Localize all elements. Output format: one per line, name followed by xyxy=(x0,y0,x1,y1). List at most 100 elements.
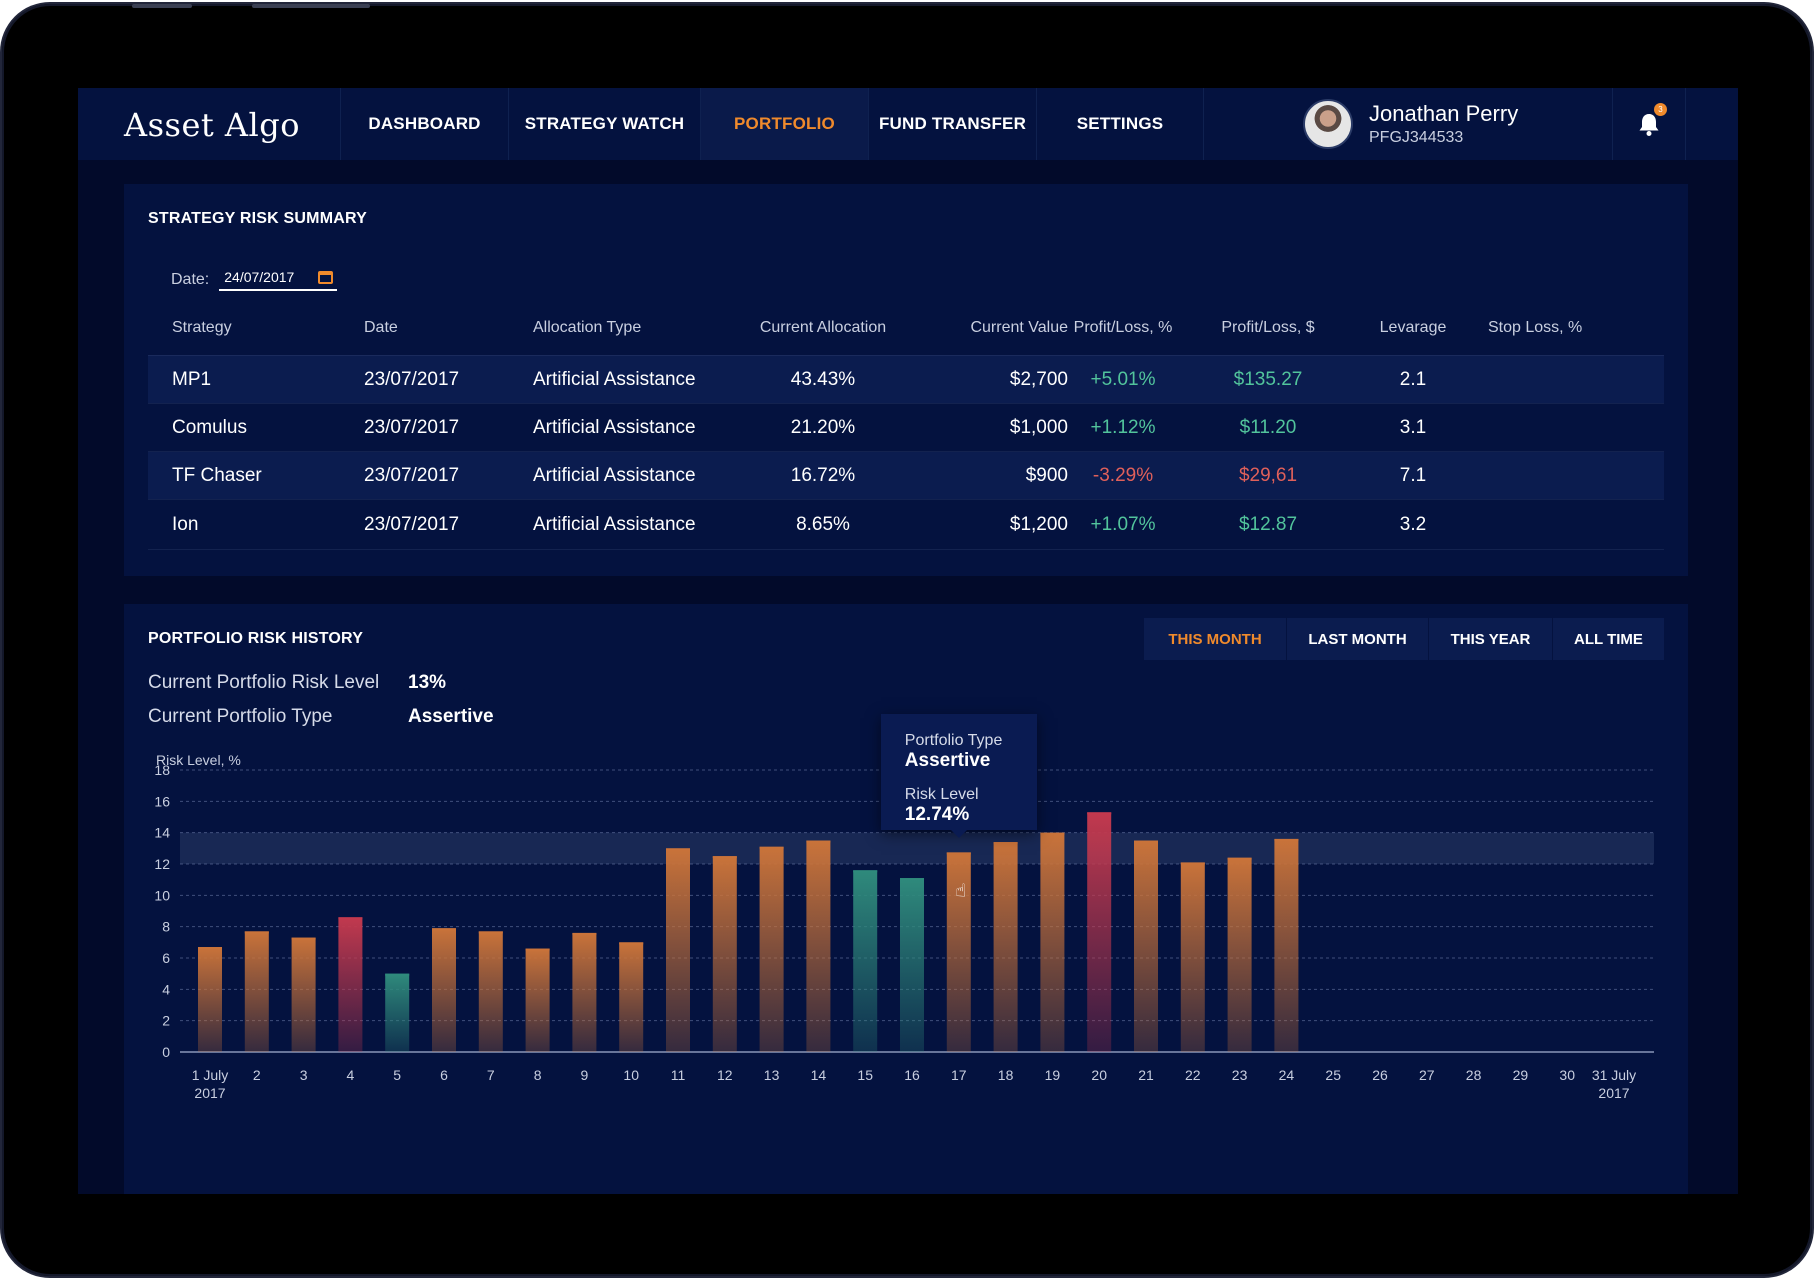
risk-bar-cap xyxy=(1227,857,1252,860)
col-current-allocation[interactable]: Current Allocation xyxy=(759,319,887,336)
cell-strategy: MP1 xyxy=(172,368,212,390)
col-leverage[interactable]: Levarage xyxy=(1379,319,1447,336)
cell-allocation: 16.72% xyxy=(790,464,856,486)
col-strategy[interactable]: Strategy xyxy=(172,319,232,336)
table-row[interactable]: MP1 23/07/2017 Artificial Assistance 43.… xyxy=(148,356,1664,404)
col-stop-loss[interactable]: Stop Loss, % xyxy=(1488,319,1583,336)
table-row[interactable]: Ion 23/07/2017 Artificial Assistance 8.6… xyxy=(148,500,1664,550)
x-tick-label: 28 xyxy=(1466,1067,1482,1083)
avatar[interactable] xyxy=(1303,99,1353,149)
risk-bar xyxy=(1227,857,1252,1052)
risk-bar-cap xyxy=(900,878,924,881)
y-tick-label: 16 xyxy=(154,793,170,809)
cell-allocation-type: Artificial Assistance xyxy=(533,513,696,535)
risk-bar xyxy=(1087,812,1112,1052)
risk-bar xyxy=(712,856,737,1052)
x-tick-label: 14 xyxy=(811,1067,827,1083)
cell-date: 23/07/2017 xyxy=(364,513,460,535)
tab-last-month[interactable]: LAST MONTH xyxy=(1286,618,1428,660)
nav-dashboard[interactable]: DASHBOARD xyxy=(340,88,508,160)
cell-strategy: Ion xyxy=(172,513,199,535)
tab-this-year[interactable]: THIS YEAR xyxy=(1428,618,1552,660)
cell-profit-loss-usd: $29,61 xyxy=(1238,464,1298,486)
tooltip-type-label: Portfolio Type xyxy=(904,732,1003,750)
risk-bar-cap xyxy=(432,928,456,931)
app-logo[interactable]: Asset Algo xyxy=(124,106,300,144)
top-nav: Asset Algo DASHBOARD STRATEGY WATCH PORT… xyxy=(78,88,1738,160)
cell-allocation-type: Artificial Assistance xyxy=(533,368,696,390)
period-tabs: THIS MONTH LAST MONTH THIS YEAR ALL TIME xyxy=(1144,618,1664,660)
risk-bar-cap xyxy=(619,942,644,945)
risk-bar xyxy=(1274,838,1299,1052)
risk-bar xyxy=(806,840,831,1052)
risk-bar-cap xyxy=(759,846,784,849)
x-tick-label: 24 xyxy=(1279,1067,1295,1083)
x-tick-label: 16 xyxy=(904,1067,920,1083)
risk-bar xyxy=(946,852,971,1052)
x-tick-label: 23 xyxy=(1232,1067,1248,1083)
portfolio-type-label: Current Portfolio Type xyxy=(148,706,333,727)
table-row[interactable]: TF Chaser 23/07/2017 Artificial Assistan… xyxy=(148,452,1664,500)
cell-strategy: TF Chaser xyxy=(172,464,262,486)
tab-all-time[interactable]: ALL TIME xyxy=(1552,618,1664,660)
portfolio-type-value: Assertive xyxy=(408,706,494,727)
tooltip-risk-label: Risk Level xyxy=(904,786,979,804)
x-tick-label: 20 xyxy=(1091,1067,1107,1083)
risk-bar-cap xyxy=(478,931,503,934)
cell-date: 23/07/2017 xyxy=(364,368,460,390)
cell-profit-loss-pct: -3.29% xyxy=(1092,464,1154,486)
calendar-icon[interactable] xyxy=(318,270,334,284)
date-input[interactable]: 24/07/2017 xyxy=(219,269,338,291)
date-label: Date: xyxy=(171,271,210,288)
y-tick-label: 4 xyxy=(162,981,170,997)
x-tick-label: 31 July 2017 xyxy=(1592,1067,1636,1101)
x-tick-label: 17 xyxy=(951,1067,967,1083)
cell-stop-loss xyxy=(1488,452,1598,499)
cell-strategy: Comulus xyxy=(172,416,247,438)
risk-bar-cap xyxy=(1087,812,1112,815)
cell-allocation-type: Artificial Assistance xyxy=(533,464,696,486)
risk-bar-cap xyxy=(1274,838,1299,841)
y-tick-label: 10 xyxy=(154,887,170,903)
col-profit-loss-usd[interactable]: Profit/Loss, $ xyxy=(1221,319,1315,336)
nav-fund-transfer[interactable]: FUND TRANSFER xyxy=(868,88,1036,160)
risk-bar-cap xyxy=(993,842,1018,845)
cell-date: 23/07/2017 xyxy=(364,464,460,486)
col-date[interactable]: Date xyxy=(364,319,398,336)
x-tick-label: 10 xyxy=(623,1067,639,1083)
cell-allocation: 8.65% xyxy=(796,513,850,535)
x-tick-label: 29 xyxy=(1513,1067,1529,1083)
risk-bar xyxy=(900,878,924,1052)
x-tick-label: 30 xyxy=(1559,1067,1575,1083)
col-profit-loss-pct[interactable]: Profit/Loss, % xyxy=(1073,319,1173,336)
y-tick-label: 12 xyxy=(154,856,170,872)
col-current-value[interactable]: Current Value xyxy=(970,319,1068,336)
cell-profit-loss-pct: +1.12% xyxy=(1090,416,1156,438)
nav-portfolio[interactable]: PORTFOLIO xyxy=(700,88,868,160)
risk-level-metric: Current Portfolio Risk Level 13% xyxy=(148,672,446,694)
x-tick-label: 12 xyxy=(717,1067,733,1083)
risk-bar-cap xyxy=(338,917,363,920)
x-tick-label: 3 xyxy=(300,1067,308,1083)
risk-bar xyxy=(338,917,363,1052)
cell-stop-loss xyxy=(1488,356,1598,403)
col-allocation-type[interactable]: Allocation Type xyxy=(533,319,642,336)
cell-value: $900 xyxy=(1025,464,1068,486)
x-tick-label: 13 xyxy=(764,1067,780,1083)
risk-bar xyxy=(432,928,456,1052)
user-profile[interactable]: Jonathan Perry PFGJ344533 xyxy=(1303,98,1518,150)
cell-profit-loss-pct: +5.01% xyxy=(1090,368,1156,390)
strategy-table: Strategy Date Allocation Type Current Al… xyxy=(148,310,1664,550)
risk-bar-cap xyxy=(244,931,269,934)
cell-leverage: 3.2 xyxy=(1399,513,1427,535)
y-tick-label: 14 xyxy=(154,825,170,841)
table-row[interactable]: Comulus 23/07/2017 Artificial Assistance… xyxy=(148,404,1664,452)
risk-bar xyxy=(759,846,784,1052)
risk-bar-cap xyxy=(666,848,690,851)
x-tick-label: 6 xyxy=(440,1067,448,1083)
notifications-button[interactable]: 3 xyxy=(1612,88,1686,160)
nav-settings[interactable]: SETTINGS xyxy=(1036,88,1204,160)
cell-allocation: 43.43% xyxy=(790,368,856,390)
nav-strategy-watch[interactable]: STRATEGY WATCH xyxy=(508,88,700,160)
tab-this-month[interactable]: THIS MONTH xyxy=(1168,630,1262,648)
